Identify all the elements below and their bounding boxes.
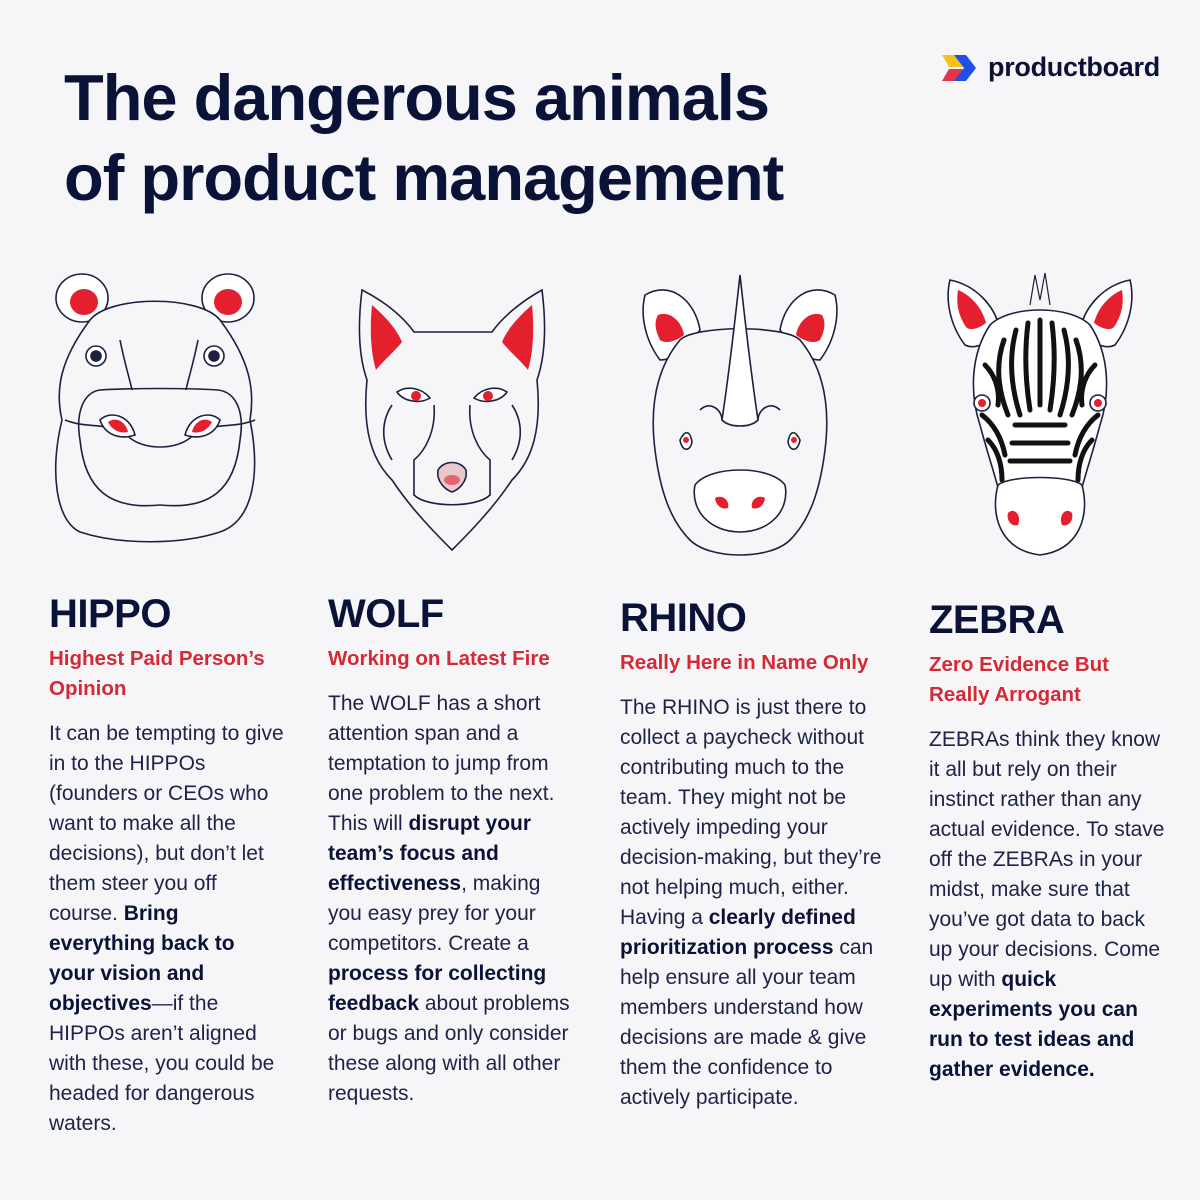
- body-text: ZEBRAs think they know it all but rely o…: [929, 728, 1165, 991]
- emphasis-text: disrupt your team’s focus and effectiven…: [328, 812, 532, 895]
- title-line-2: of product management: [64, 141, 784, 214]
- zebra-illustration: [947, 272, 1133, 556]
- wolf-illustration: [358, 288, 546, 552]
- brand-logo: productboard: [942, 52, 1160, 83]
- body-text: The RHINO is just there to collect a pay…: [620, 696, 882, 929]
- hippo-column: HIPPO Highest Paid Person’s Opinion It c…: [49, 592, 284, 1139]
- emphasis-text: clearly defined prioritization process: [620, 906, 856, 959]
- body-text: The WOLF has a short attention span and …: [328, 692, 555, 835]
- rhino-name: RHINO: [620, 596, 747, 640]
- emphasis-text: process for collecting feedback: [328, 962, 547, 1015]
- hippo-acronym: Highest Paid Person’s Opinion: [49, 647, 265, 700]
- body-text: —if the HIPPOs aren’t aligned with these…: [49, 992, 275, 1135]
- page-title: The dangerous animals of product managem…: [64, 58, 784, 218]
- wolf-column: WOLF Working on Latest Fire The WOLF has…: [328, 592, 578, 1109]
- body-text: about problems or bugs and only consider…: [328, 992, 570, 1105]
- zebra-column: ZEBRA Zero Evidence But Really Arrogant …: [929, 598, 1169, 1085]
- title-line-1: The dangerous animals: [64, 61, 770, 134]
- wolf-name: WOLF: [328, 592, 444, 636]
- body-text: It can be tempting to give in to the HIP…: [49, 722, 284, 925]
- hippo-description: It can be tempting to give in to the HIP…: [49, 719, 284, 1139]
- emphasis-text: quick experiments you can run to test id…: [929, 968, 1138, 1081]
- zebra-acronym: Zero Evidence But Really Arrogant: [929, 653, 1109, 706]
- rhino-description: The RHINO is just there to collect a pay…: [620, 693, 885, 1113]
- rhino-column: RHINO Really Here in Name Only The RHINO…: [620, 596, 885, 1113]
- wolf-description: The WOLF has a short attention span and …: [328, 689, 578, 1109]
- hippo-illustration: [54, 273, 256, 543]
- productboard-logo-icon: [942, 54, 976, 81]
- hippo-name: HIPPO: [49, 592, 171, 636]
- wolf-acronym: Working on Latest Fire: [328, 647, 550, 670]
- zebra-name: ZEBRA: [929, 598, 1065, 642]
- rhino-illustration: [642, 274, 838, 556]
- rhino-acronym: Really Here in Name Only: [620, 651, 869, 674]
- brand-name: productboard: [988, 52, 1160, 82]
- emphasis-text: Bring everything back to your vision and…: [49, 902, 235, 1015]
- zebra-description: ZEBRAs think they know it all but rely o…: [929, 725, 1169, 1085]
- body-text: can help ensure all your team members un…: [620, 936, 874, 1109]
- body-text: , making you easy prey for your competit…: [328, 872, 541, 955]
